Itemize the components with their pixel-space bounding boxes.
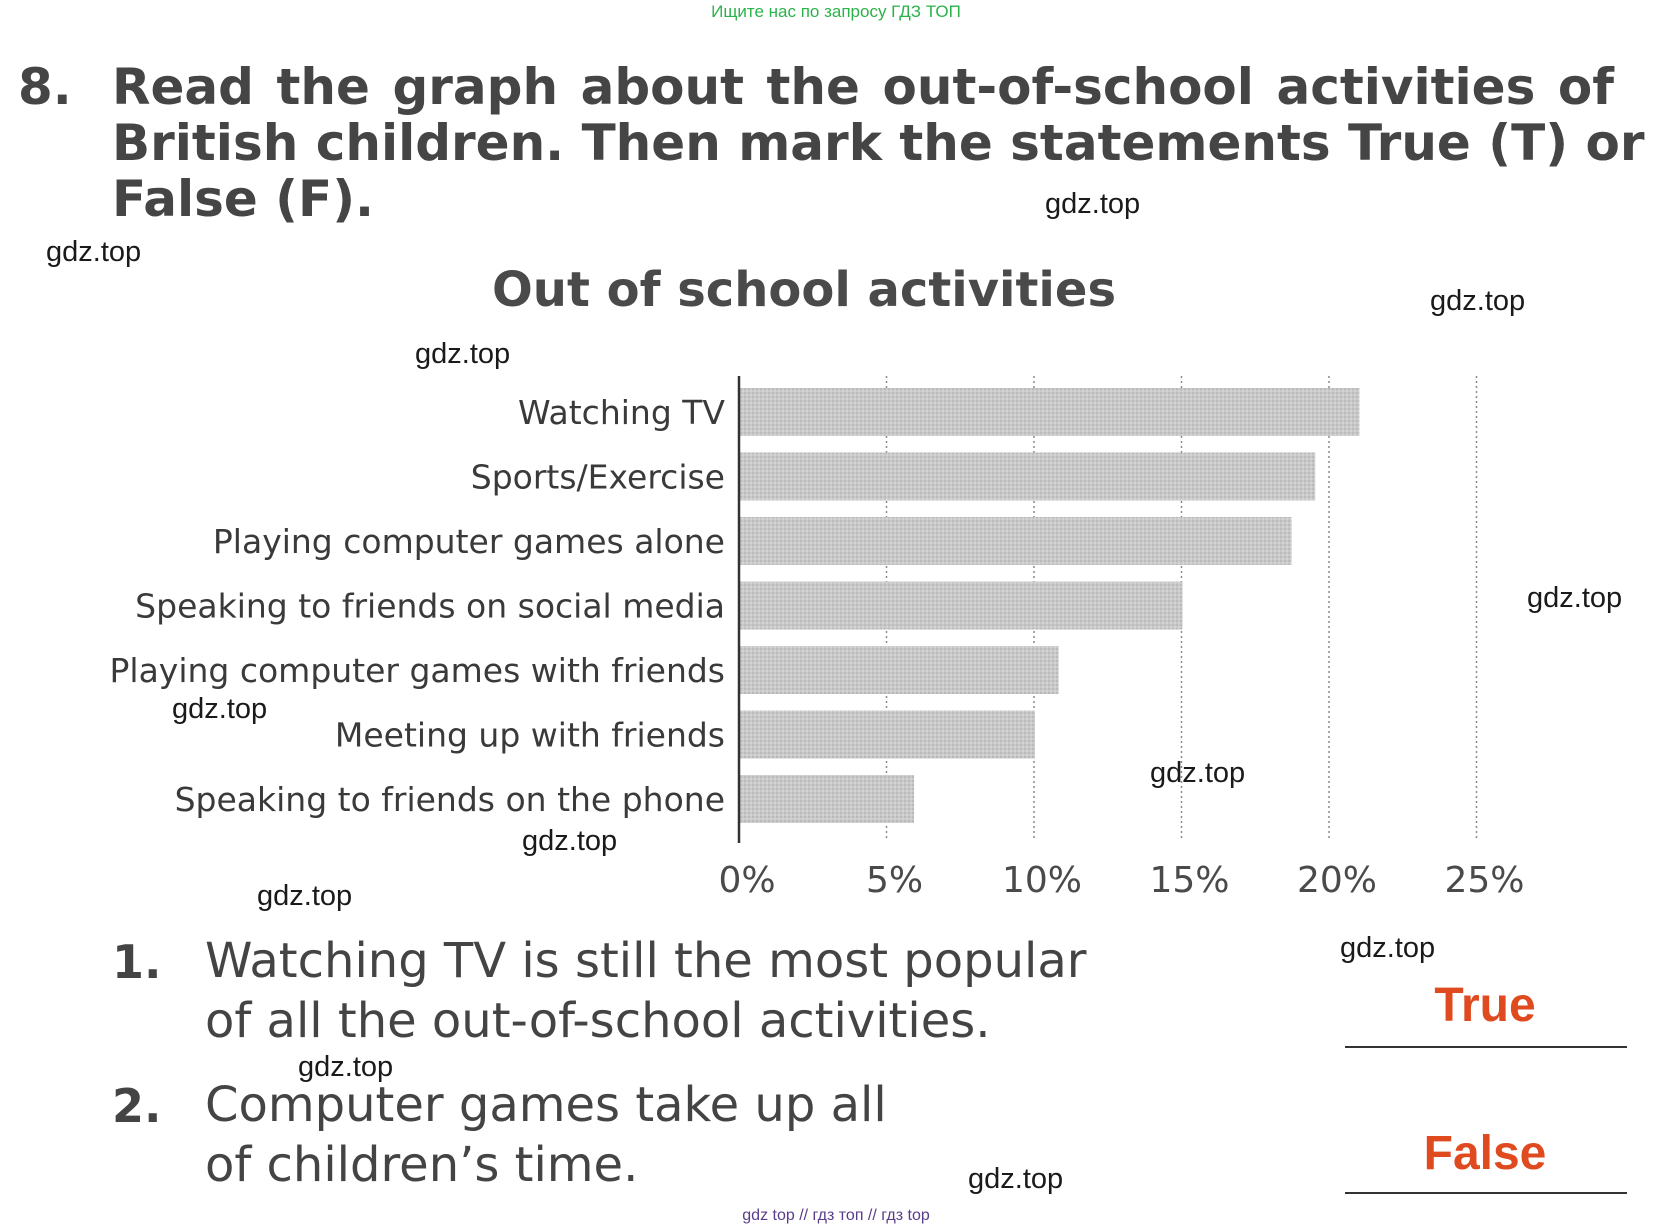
category-label: Watching TV	[518, 393, 725, 432]
category-label: Playing computer games alone	[213, 522, 725, 561]
instruction-line-3: False (F).	[112, 170, 375, 228]
statement-2-line-2: of children’s time.	[205, 1137, 639, 1193]
watermark: gdz.top	[968, 1163, 1064, 1195]
statement-1-answer: True	[1434, 979, 1536, 1032]
watermark: gdz.top	[1527, 582, 1623, 614]
bar-chart: Watching TV Sports/Exercise Playing comput…	[110, 376, 1525, 900]
x-tick-label: 10%	[1002, 860, 1082, 900]
chart-title: Out of school activities	[491, 262, 1117, 318]
statement-1-answer-line	[1345, 1046, 1627, 1048]
footer-links[interactable]: gdz top // гдз топ // гдз top	[742, 1207, 930, 1224]
x-tick-label: 0%	[718, 860, 775, 900]
category-label: Meeting up with friends	[335, 716, 725, 755]
statement-2-number: 2.	[112, 1079, 162, 1133]
bar	[740, 517, 1292, 565]
bar	[740, 388, 1360, 436]
bar	[740, 452, 1316, 501]
watermark: gdz.top	[46, 236, 142, 268]
bar	[740, 775, 915, 823]
category-label: Playing computer games with friends	[110, 651, 726, 690]
watermark: gdz.top	[1430, 285, 1526, 317]
instruction-line-2: British children. Then mark the statemen…	[112, 114, 1645, 172]
x-tick-label: 5%	[866, 860, 923, 900]
x-tick-label: 20%	[1297, 860, 1377, 900]
search-hint-link[interactable]: Ищите нас по запросу ГДЗ ТОП	[711, 2, 961, 21]
instruction-line-1: Read the graph about the out-of-school a…	[112, 58, 1614, 116]
x-tick-label: 25%	[1444, 860, 1524, 900]
statement-1-line-1: Watching TV is still the most popular	[205, 933, 1087, 989]
statement-2-answer-line	[1345, 1192, 1627, 1194]
watermark: gdz.top	[298, 1051, 394, 1083]
statement-2-line-1: Computer games take up all	[205, 1077, 887, 1133]
x-tick-label: 15%	[1149, 860, 1229, 900]
watermark: gdz.top	[1340, 932, 1436, 964]
bar	[740, 581, 1183, 630]
bar	[740, 646, 1059, 694]
watermark: gdz.top	[257, 880, 353, 912]
exercise-number: 8.	[18, 58, 72, 116]
statement-2-answer: False	[1423, 1127, 1547, 1180]
statement-1-number: 1.	[112, 935, 162, 989]
category-label: Speaking to friends on social media	[135, 587, 725, 626]
statement-1-line-2: of all the out-of-school activities.	[205, 993, 991, 1049]
category-label: Sports/Exercise	[471, 458, 725, 497]
watermark: gdz.top	[1045, 188, 1141, 220]
watermark: gdz.top	[172, 693, 268, 725]
category-label: Speaking to friends on the phone	[175, 780, 725, 819]
watermark: gdz.top	[522, 825, 618, 857]
bar	[740, 710, 1035, 759]
watermark: gdz.top	[1150, 757, 1246, 789]
watermark: gdz.top	[415, 338, 511, 370]
